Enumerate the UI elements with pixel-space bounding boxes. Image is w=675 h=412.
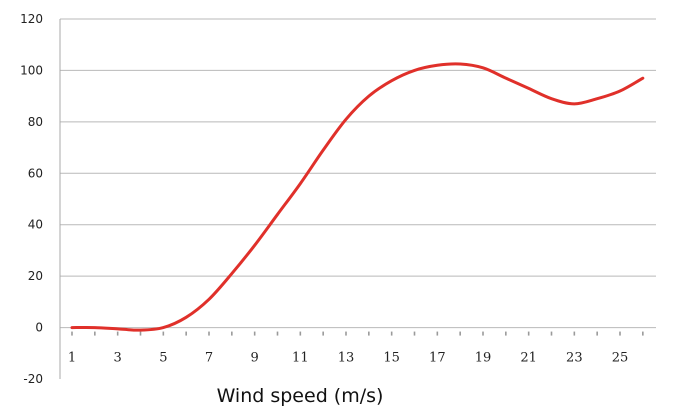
- x-tick-label: 3: [114, 351, 122, 366]
- x-major-tick: [253, 331, 256, 336]
- x-tick-label: 23: [566, 351, 583, 366]
- x-minor-tick: [459, 331, 461, 336]
- series-line-0: [70, 62, 645, 332]
- x-minor-tick: [322, 331, 324, 336]
- x-major-tick: [299, 331, 302, 336]
- x-tick-label: 7: [205, 351, 213, 366]
- x-tick-label: 25: [612, 351, 629, 366]
- y-tick-label: 20: [28, 269, 43, 283]
- x-tick-label: 15: [383, 351, 400, 366]
- y-tick-label: 120: [20, 12, 43, 26]
- x-tick-label: 5: [159, 351, 167, 366]
- x-major-tick: [71, 331, 73, 336]
- x-major-tick: [527, 331, 530, 336]
- x-tick-label: 19: [475, 351, 492, 366]
- gridlines: [60, 18, 656, 329]
- x-tick-label: 1: [68, 351, 76, 366]
- x-major-tick: [345, 331, 347, 336]
- x-tick-label: 17: [429, 351, 446, 366]
- x-minor-tick: [276, 331, 279, 336]
- x-minor-tick: [185, 331, 187, 336]
- x-tick-label: 13: [338, 351, 355, 366]
- x-axis-title: Wind speed (m/s): [217, 385, 384, 407]
- x-major-tick: [116, 331, 119, 336]
- x-major-tick: [573, 331, 576, 336]
- x-minor-tick: [550, 331, 553, 336]
- y-tick-label: -20: [23, 372, 43, 386]
- x-minor-tick: [596, 331, 598, 336]
- x-minor-tick: [94, 331, 96, 336]
- series-layer: [70, 62, 645, 332]
- y-tick-label: 60: [28, 166, 43, 180]
- y-tick-label: 40: [28, 218, 43, 232]
- y-tick-label: 100: [20, 63, 43, 77]
- x-minor-tick: [413, 331, 416, 336]
- x-minor-tick: [231, 331, 233, 336]
- x-minor-tick: [139, 331, 142, 336]
- x-minor-tick: [642, 331, 644, 336]
- x-major-tick: [436, 331, 439, 336]
- x-major-tick: [482, 331, 484, 336]
- y-tick-label: 0: [35, 321, 43, 335]
- x-axis-minor-ticks: [71, 331, 644, 336]
- y-tick-label: 80: [28, 115, 43, 129]
- y-axis-tick-labels: -20 0 20 40 60 80 100 120: [20, 12, 43, 386]
- x-major-tick: [619, 331, 621, 336]
- x-tick-label: 21: [520, 351, 537, 366]
- x-minor-tick: [505, 331, 507, 336]
- x-major-tick: [208, 331, 210, 336]
- x-major-tick: [390, 331, 393, 336]
- x-minor-tick: [368, 331, 370, 336]
- x-major-tick: [162, 331, 165, 336]
- x-tick-label: 9: [251, 351, 259, 366]
- x-tick-label: 11: [292, 351, 309, 366]
- x-axis-tick-labels: 1 3 5 7 9 11 13 15 17 19 21 23 25: [68, 351, 628, 366]
